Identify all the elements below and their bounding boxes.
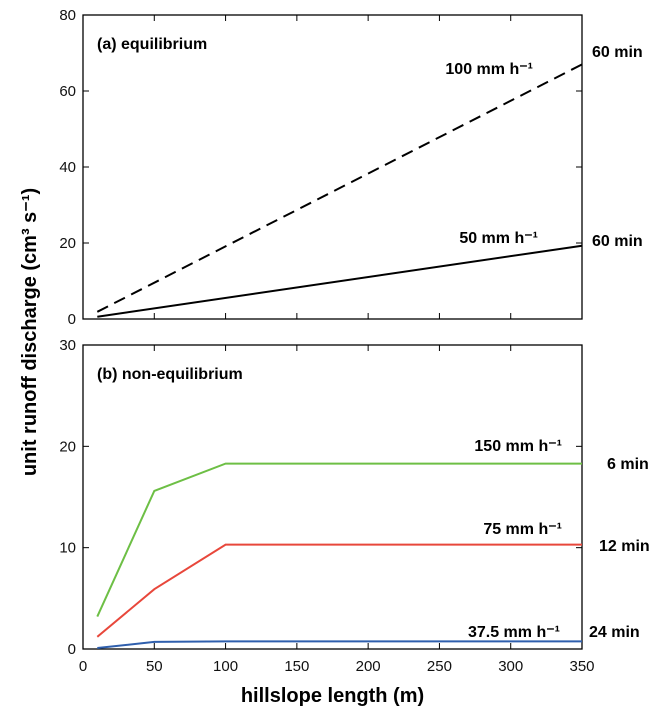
series-time-label: 60 min [592, 233, 643, 250]
y-tick-label: 80 [59, 7, 76, 24]
y-tick-label: 30 [59, 337, 76, 354]
series-line [97, 640, 582, 649]
y-tick-label: 20 [59, 235, 76, 252]
series-name-label: 37.5 mm h⁻¹ [468, 624, 560, 641]
x-tick-label: 0 [79, 658, 87, 675]
plot-frame [82, 344, 583, 650]
x-tick-label: 100 [213, 658, 238, 675]
series-line [96, 543, 582, 638]
y-axis-label: unit runoff discharge (cm³ s⁻¹) [19, 188, 41, 476]
x-tick-label: 250 [427, 658, 452, 675]
series-name-label: 75 mm h⁻¹ [483, 521, 562, 538]
series-name-label: 100 mm h⁻¹ [445, 61, 533, 78]
y-tick-label: 40 [59, 159, 76, 176]
series-time-label: 24 min [589, 624, 640, 641]
y-tick-label: 60 [59, 83, 76, 100]
y-tick-label: 10 [59, 540, 76, 557]
panel-title: (a) equilibrium [97, 36, 207, 53]
panel-title: (b) non-equilibrium [97, 366, 243, 383]
series-line [97, 244, 583, 318]
y-tick-label: 0 [68, 641, 76, 658]
x-tick-label: 200 [356, 658, 381, 675]
x-tick-label: 350 [569, 658, 594, 675]
series-line [96, 462, 582, 618]
series-time-label: 12 min [599, 538, 650, 555]
x-tick-label: 300 [498, 658, 523, 675]
panel-equilibrium: 0 20 40 60 80 (a) equilibrium 100 mm h⁻¹ 60 min… [59, 7, 642, 328]
series-name-label: 150 mm h⁻¹ [474, 438, 562, 455]
y-tick-label: 0 [68, 311, 76, 328]
x-axis-label: hillslope length (m) [241, 685, 424, 707]
series-line [96, 63, 583, 313]
y-tick-label: 20 [59, 438, 76, 455]
x-tick-label: 150 [284, 658, 309, 675]
series-name-label: 50 mm h⁻¹ [459, 230, 538, 247]
series-time-label: 6 min [607, 456, 649, 473]
series-time-label: 60 min [592, 44, 643, 61]
x-tick-label: 50 [146, 658, 163, 675]
